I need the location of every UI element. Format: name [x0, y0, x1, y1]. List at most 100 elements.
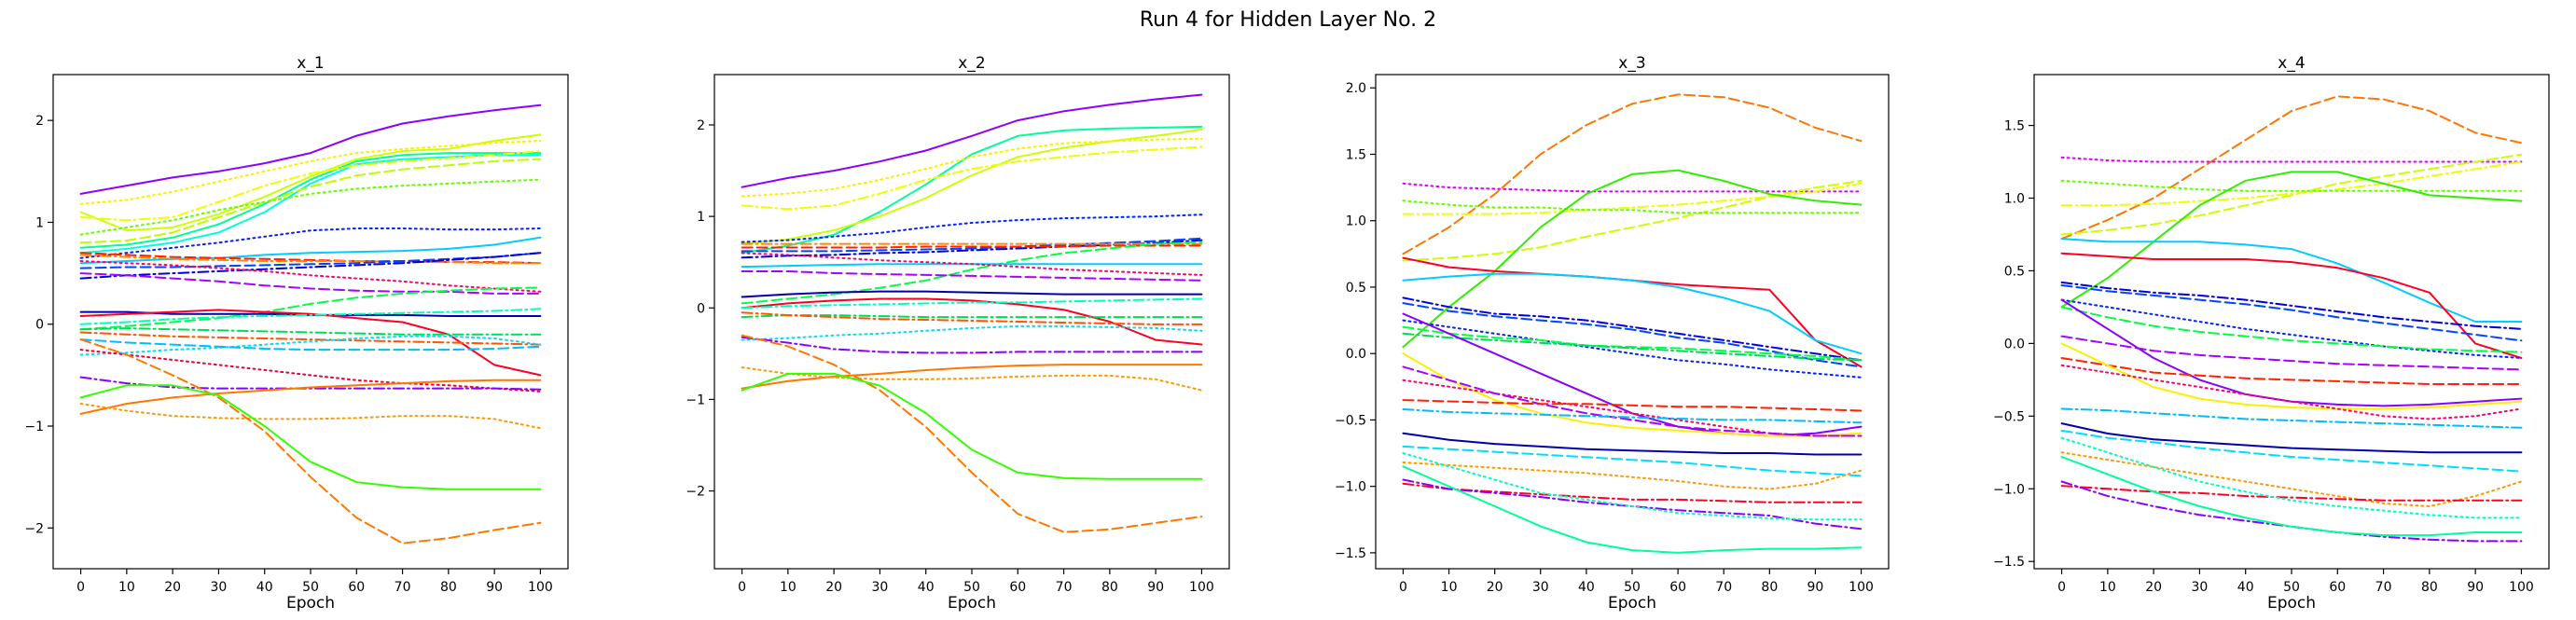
series-line-3 — [2060, 160, 2523, 207]
series-line-3 — [1402, 182, 1863, 215]
x-tick-label: 70 — [1715, 580, 1732, 595]
series-line-21 — [2060, 485, 2523, 502]
series-line-5 — [2060, 171, 2523, 309]
x-tick-label: 20 — [825, 580, 842, 595]
y-tick-label: −0.5 — [1993, 409, 2025, 424]
series-line-18 — [741, 311, 1203, 325]
subplot-title: x_3 — [1618, 54, 1645, 73]
series-line-16 — [1402, 365, 1863, 437]
series-line-22 — [741, 366, 1203, 392]
y-tick-label: −1.5 — [1993, 555, 2025, 570]
series-line-1 — [1402, 182, 1863, 193]
series-line-15 — [2060, 342, 2523, 410]
x-tick-label: 10 — [1441, 580, 1458, 595]
series-line-5 — [741, 214, 1203, 243]
x-tick-label: 0 — [2057, 580, 2066, 595]
series-line-6 — [79, 158, 542, 244]
series-line-14 — [1402, 352, 1863, 437]
series-line-3 — [741, 137, 1203, 198]
plot-area: 0 10 20 30 40 50 60 70 80 90 100 −1.5 −1.0 −0.5 0.0 0.5… — [1335, 74, 1890, 595]
series-line-14 — [741, 290, 1203, 298]
y-tick-label: 1 — [697, 210, 705, 225]
x-axis-label: Epoch — [286, 594, 335, 613]
x-tick-label: 100 — [528, 580, 553, 595]
x-tick-label: 20 — [1487, 580, 1503, 595]
series-line-11 — [1402, 325, 1863, 362]
y-tick-label: 1.5 — [1346, 147, 1366, 162]
x-tick-label: 60 — [2329, 580, 2346, 595]
series-line-15 — [79, 272, 542, 295]
series-line-13 — [79, 252, 542, 280]
series-line-2 — [741, 128, 1203, 245]
series-line-1 — [741, 125, 1203, 255]
series-line-19 — [741, 324, 1203, 341]
series-line-1 — [79, 133, 542, 232]
series-line-6 — [741, 237, 1203, 253]
series-line-4 — [2060, 179, 2523, 192]
series-line-21 — [79, 331, 542, 346]
y-tick-label: 0.0 — [1346, 347, 1366, 362]
plot-area: 0 10 20 30 40 50 60 70 80 90 100 −2 −1 0 1 2 — [24, 74, 569, 595]
series-line-14 — [79, 260, 542, 293]
x-tick-label: 50 — [1624, 580, 1641, 595]
y-tick-label: 1.0 — [1346, 214, 1366, 229]
y-tick-label: 1.5 — [2004, 119, 2025, 134]
axes-frame — [2033, 74, 2550, 570]
x-tick-label: 40 — [918, 580, 935, 595]
subplot-title: x_4 — [2278, 54, 2305, 73]
y-tick-label: 0 — [697, 301, 705, 316]
y-tick-label: 2 — [697, 118, 705, 133]
x-tick-label: 70 — [1056, 580, 1073, 595]
x-tick-label: 30 — [872, 580, 889, 595]
x-tick-label: 80 — [1101, 580, 1118, 595]
series-line-10 — [741, 241, 1203, 305]
series-line-13 — [741, 270, 1203, 282]
x-tick-label: 30 — [211, 580, 228, 595]
series-line-7 — [1402, 272, 1863, 355]
series-line-20 — [79, 327, 542, 336]
series-line-23 — [741, 334, 1203, 533]
series-line-12 — [1402, 332, 1863, 362]
series-line-18 — [2060, 422, 2523, 454]
x-tick-label: 70 — [395, 580, 411, 595]
axes-frame — [1375, 74, 1890, 570]
series-line-4 — [79, 140, 542, 205]
series-line-7 — [79, 178, 542, 236]
series-line-29 — [79, 384, 542, 490]
series-line-3 — [79, 154, 542, 255]
subplot-x3: x_3 Epoch 0 10 20 30 40 50 60 70 80 90 100 −1.5 −1.0… — [1335, 54, 1890, 613]
series-line-23 — [2060, 456, 2523, 537]
subplot-x1: x_1 Epoch 0 10 20 30 40 50 60 70 80 90 100 −2 −1 0 1 2 — [24, 54, 569, 613]
x-tick-label: 0 — [76, 580, 85, 595]
y-tick-label: −1 — [24, 420, 44, 434]
x-tick-label: 90 — [1807, 580, 1824, 595]
x-tick-label: 100 — [1849, 580, 1874, 595]
series-line-16 — [2060, 364, 2523, 420]
subplot-title: x_1 — [297, 54, 324, 73]
y-tick-label: −2 — [24, 521, 44, 536]
x-tick-label: 50 — [2283, 580, 2300, 595]
series-line-5 — [1402, 169, 1863, 349]
plot-area: 0 10 20 30 40 50 60 70 80 90 100 −1.5 −1.0 −0.5 0.0 0.5… — [1993, 74, 2550, 595]
series-line-18 — [1402, 408, 1863, 424]
series-line-28 — [79, 338, 542, 544]
x-tick-label: 40 — [2237, 580, 2254, 595]
x-axis-label: Epoch — [1608, 594, 1656, 613]
series-line-23 — [79, 338, 542, 351]
series-line-20 — [1402, 445, 1863, 477]
series-line-17 — [2060, 407, 2523, 429]
series-line-17 — [741, 314, 1203, 319]
subplot-x2: x_2 Epoch 0 10 20 30 40 50 60 70 80 90 100 −2 −1 0 1 2 — [686, 54, 1230, 613]
x-tick-label: 100 — [1189, 580, 1214, 595]
y-tick-label: −2 — [686, 485, 705, 500]
series-line-24 — [79, 349, 542, 393]
series-line-25 — [79, 376, 542, 391]
series-line-24 — [2060, 436, 2523, 519]
series-line-19 — [2060, 429, 2523, 473]
x-tick-label: 80 — [1761, 580, 1778, 595]
series-line-21 — [741, 364, 1203, 390]
series-line-0 — [79, 103, 542, 195]
series-line-16 — [79, 286, 542, 331]
series-line-12 — [741, 252, 1203, 276]
series-line-26 — [79, 379, 542, 415]
